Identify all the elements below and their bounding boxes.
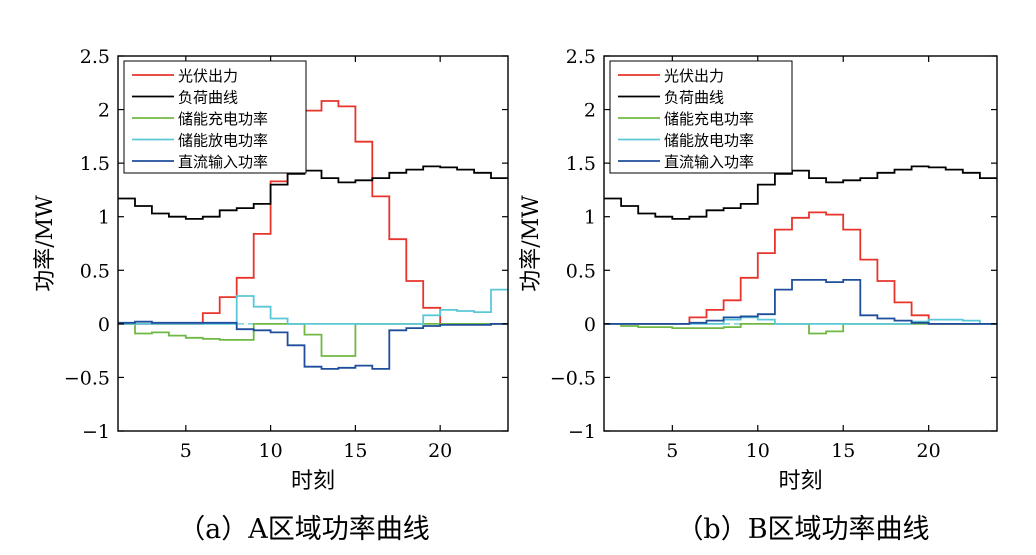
legend-label: 储能放电功率 (178, 132, 268, 150)
legend-label: 储能充电功率 (664, 110, 754, 128)
legend-label: 光伏出力 (178, 67, 238, 85)
x-tick-label: 20 (428, 440, 452, 462)
y-tick-label: 2.5 (80, 46, 110, 68)
legend-label: 储能充电功率 (178, 110, 268, 128)
series-line-charge (118, 323, 508, 357)
series-line-load (604, 165, 997, 220)
legend-box (609, 60, 793, 174)
y-axis-label: 功率/MW (519, 195, 544, 292)
y-tick-label: 0.5 (566, 260, 596, 282)
y-tick-label: 2 (98, 100, 110, 122)
x-tick-label: 15 (343, 440, 367, 462)
legend-label: 储能放电功率 (664, 132, 754, 150)
y-tick-label: −1 (82, 421, 110, 443)
x-tick-label: 10 (259, 440, 283, 462)
legend-label: 负荷曲线 (178, 89, 238, 107)
x-axis-label: 时刻 (778, 469, 822, 494)
y-tick-label: 1 (98, 207, 110, 229)
y-tick-label: 2.5 (566, 46, 596, 68)
x-tick-label: 10 (746, 440, 770, 462)
series-line-dc (604, 279, 997, 325)
y-tick-label: 0.5 (80, 260, 110, 282)
series-line-pv (118, 100, 508, 325)
series-line-discharge (118, 288, 508, 325)
series-line-discharge (604, 316, 997, 325)
legend-box (123, 60, 307, 174)
y-tick-label: −1 (568, 421, 596, 443)
plot-area-frame (117, 55, 509, 432)
y-tick-label: 2 (584, 100, 596, 122)
series-line-load (118, 165, 508, 220)
y-tick-label: −0.5 (550, 367, 596, 389)
plot-area-frame (603, 55, 998, 432)
series-line-pv (604, 211, 997, 325)
x-tick-label: 5 (180, 440, 192, 462)
legend-label: 负荷曲线 (664, 89, 724, 107)
series-line-dc (118, 320, 508, 370)
chart-panel-b: −1 −0.5 0 0.5 1 1.5 2 2.5 5 10 15 20 时刻 功率/MW 光伏出力负荷曲线… (519, 46, 998, 545)
x-tick-label: 20 (917, 440, 941, 462)
y-tick-label: 1.5 (566, 153, 596, 175)
y-axis-label: 功率/MW (33, 195, 58, 292)
series-line-charge (604, 323, 997, 335)
x-axis-label: 时刻 (291, 469, 335, 494)
x-tick-label: 15 (831, 440, 855, 462)
y-tick-label: 1 (584, 207, 596, 229)
legend-label: 光伏出力 (664, 67, 724, 85)
legend-label: 直流输入功率 (664, 153, 754, 171)
chart-caption: （b）B区域功率曲线 (676, 514, 929, 545)
y-tick-label: 1.5 (80, 153, 110, 175)
legend-label: 直流输入功率 (178, 153, 268, 171)
chart-caption: （a）A区域功率曲线 (178, 514, 430, 545)
y-tick-label: 0 (98, 314, 110, 336)
y-tick-label: 0 (584, 314, 596, 336)
x-tick-label: 5 (666, 440, 678, 462)
chart-panel-a: −1 −0.5 0 0.5 1 1.5 2 2.5 5 10 15 20 时刻 功率/MW 光伏出力负荷曲线… (33, 46, 509, 545)
y-tick-label: −0.5 (64, 367, 110, 389)
